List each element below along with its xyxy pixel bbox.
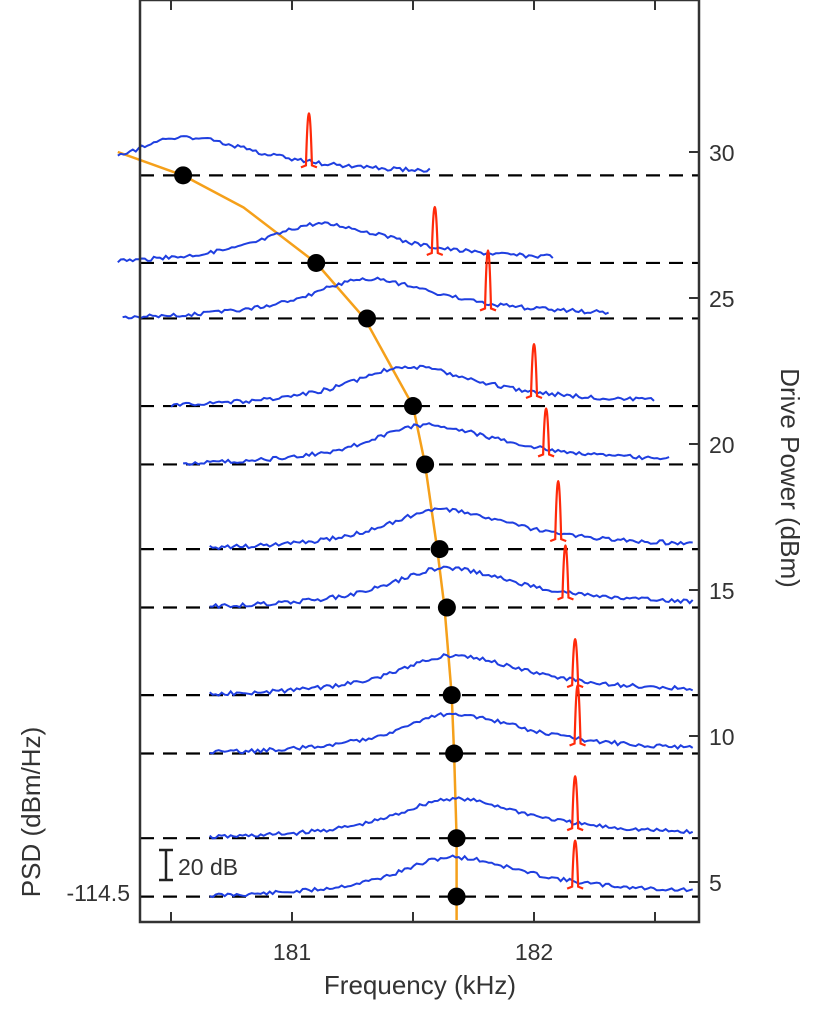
- noise-spectrum-24.3: [122, 276, 609, 320]
- x-tick-label-182: 182: [515, 939, 553, 965]
- drive-peak-19.3: [537, 407, 555, 458]
- noise-spectrum-29.2: [117, 135, 431, 173]
- x-axis-label: Frequency (kHz): [324, 970, 516, 1000]
- drive-peak-21.3: [525, 342, 543, 400]
- noise-spectrum-16.4: [209, 507, 693, 551]
- plot-frame: [138, 0, 701, 924]
- y-ticks-right: 5 10 15 20 25 30: [689, 140, 735, 896]
- noise-spectrum-9.4: [209, 711, 694, 755]
- resonance-marker-11.4: [442, 686, 461, 705]
- resonance-markers: [174, 166, 466, 906]
- right-axis-label: Drive Power (dBm): [775, 368, 805, 588]
- resonance-marker-9.4: [445, 744, 464, 763]
- resonance-marker-21.3: [404, 397, 422, 416]
- resonance-marker-4.5: [447, 887, 466, 906]
- y-tick-label-20: 20: [709, 432, 735, 458]
- noise-spectra: [117, 135, 694, 899]
- noise-spectrum-21.3: [170, 364, 655, 408]
- psd-reference-label: -114.5: [66, 880, 130, 906]
- drive-peak-29.2: [300, 112, 318, 169]
- resonance-marker-24.3: [358, 309, 377, 328]
- drive-peak-4.5: [566, 839, 584, 890]
- drive-peaks: [300, 112, 586, 890]
- noise-spectrum-19.3: [183, 422, 670, 466]
- resonance-marker-19.3: [416, 455, 435, 474]
- x-tick-label-181: 181: [273, 939, 311, 965]
- backbone-fit: [117, 150, 458, 920]
- drive-peak-24.3: [479, 249, 497, 312]
- resonance-marker-6.5: [447, 829, 466, 848]
- x-ticks: 181 182: [170, 0, 656, 965]
- resonance-marker-26.2: [307, 253, 326, 272]
- y-tick-label-30: 30: [709, 140, 735, 166]
- baselines: [140, 174, 699, 898]
- drive-peak-16.4: [549, 480, 567, 543]
- resonance-marker-16.4: [430, 540, 449, 559]
- plot-border: [138, 0, 701, 924]
- noise-spectrum-4.5: [209, 854, 693, 899]
- noise-spectrum-6.5: [209, 796, 694, 840]
- y-tick-label-15: 15: [709, 578, 735, 604]
- noise-spectrum-14.4: [209, 565, 694, 610]
- backbone-fit-line: [117, 150, 458, 920]
- drive-peak-14.4: [557, 544, 574, 601]
- drive-peak-11.4: [566, 638, 584, 689]
- drive-peak-26.2: [426, 205, 444, 256]
- noise-spectrum-11.4: [209, 653, 694, 697]
- y-tick-label-25: 25: [709, 286, 735, 312]
- scale-bar: 20 dB: [159, 848, 238, 882]
- left-axis-label: PSD (dBm/Hz): [16, 727, 46, 897]
- drive-peak-6.5: [566, 775, 584, 832]
- y-tick-label-10: 10: [709, 724, 735, 750]
- y-tick-label-5: 5: [709, 870, 722, 896]
- resonance-marker-29.2: [174, 166, 193, 185]
- noise-spectrum-26.2: [117, 221, 554, 264]
- scale-bar-label: 20 dB: [178, 854, 238, 880]
- resonance-marker-14.4: [437, 598, 456, 617]
